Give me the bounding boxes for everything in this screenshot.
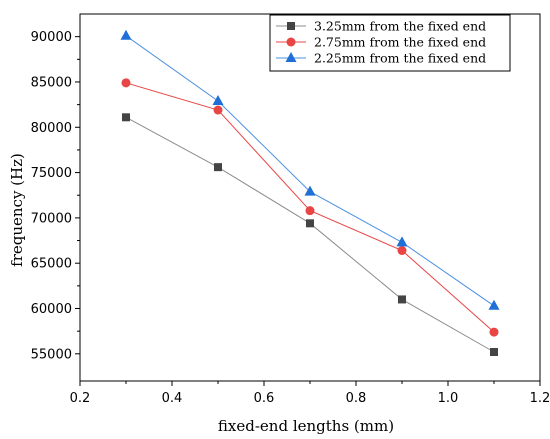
legend-marker xyxy=(287,22,295,30)
x-tick-label: 0.2 xyxy=(70,391,91,406)
y-tick-label: 85000 xyxy=(31,75,72,90)
data-point xyxy=(214,163,222,172)
series-3 xyxy=(120,29,500,310)
data-point xyxy=(396,236,408,247)
x-tick-label: 0.8 xyxy=(346,391,367,406)
legend-marker xyxy=(286,37,296,47)
series-1 xyxy=(122,113,498,357)
data-point xyxy=(304,185,316,196)
y-tick-label: 55000 xyxy=(31,347,72,362)
data-point xyxy=(121,78,131,88)
data-point xyxy=(397,246,407,256)
series-2 xyxy=(121,78,499,337)
data-point xyxy=(213,105,223,115)
x-tick-label: 0.6 xyxy=(254,391,275,406)
data-point xyxy=(212,94,224,105)
y-tick-label: 65000 xyxy=(31,257,72,272)
legend-label: 3.25mm from the fixed end xyxy=(314,19,486,34)
x-axis-title: fixed-end lengths (mm) xyxy=(218,417,394,435)
data-point xyxy=(488,299,500,310)
data-point xyxy=(120,29,132,40)
series-layer xyxy=(120,29,500,357)
data-point xyxy=(398,295,406,304)
legend-label: 2.75mm from the fixed end xyxy=(314,35,486,50)
legend-label: 2.25mm from the fixed end xyxy=(314,51,486,66)
x-tick-label: 1.0 xyxy=(438,391,459,406)
data-point xyxy=(489,327,499,337)
x-tick-label: 1.2 xyxy=(530,391,550,406)
y-axis-title: frequency (Hz) xyxy=(8,153,26,267)
x-axis: 0.2 0.4 0.6 0.8 1.0 1.2 xyxy=(70,381,550,406)
x-tick-label: 0.4 xyxy=(162,391,183,406)
y-tick-label: 90000 xyxy=(31,30,72,45)
data-point xyxy=(490,348,498,357)
y-tick-label: 70000 xyxy=(31,211,72,226)
y-tick-label: 75000 xyxy=(31,166,72,181)
data-point xyxy=(122,113,130,122)
legend-box xyxy=(269,14,511,72)
legend-marker xyxy=(285,52,297,62)
series-line xyxy=(125,116,495,353)
series-line xyxy=(125,35,495,307)
y-axis: 55000 60000 65000 70000 75000 80000 85000 90000 xyxy=(31,30,80,362)
data-point xyxy=(305,206,315,216)
data-point xyxy=(306,219,314,228)
y-tick-label: 60000 xyxy=(31,302,72,317)
y-tick-label: 80000 xyxy=(31,121,72,136)
